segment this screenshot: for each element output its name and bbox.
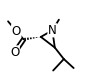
Text: O: O [10,46,19,59]
Text: O: O [12,25,21,38]
Text: N: N [48,24,57,37]
